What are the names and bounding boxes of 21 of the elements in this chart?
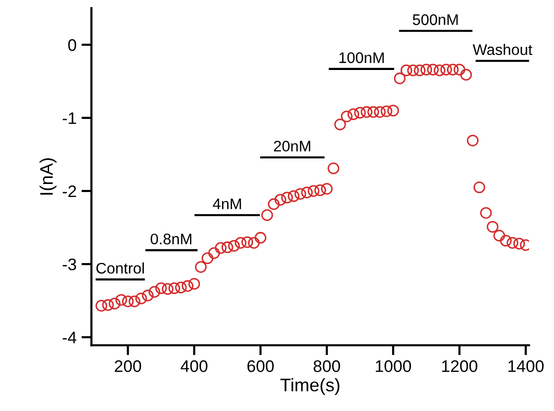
annotation: 20nM: [274, 140, 310, 152]
y-tick-label: -3: [62, 258, 76, 270]
y-tick-label: -2: [62, 185, 76, 198]
x-tick-label: 1000: [376, 360, 412, 372]
annotation: Washout: [472, 44, 532, 56]
annotation: Control: [96, 262, 144, 274]
y-axis-title: I(nA): [40, 158, 56, 195]
x-tick-label: 1400: [508, 360, 544, 372]
x-axis-title: Time(s): [280, 378, 340, 395]
annotation: 500nM: [412, 14, 458, 26]
x-tick-label: 200: [114, 360, 142, 372]
x-tick-label: 800: [314, 360, 340, 372]
annotation: 0.8nM: [150, 234, 192, 244]
y-tick-label: 0: [68, 39, 76, 51]
x-tick-label: 400: [180, 360, 208, 372]
x-tick-label: 600: [247, 360, 274, 372]
y-tick-label: -1: [62, 112, 76, 124]
x-tick-label: 1200: [442, 360, 478, 372]
y-tick-label: -4: [62, 332, 76, 344]
annotation: 100nM: [339, 52, 384, 64]
annotation: 4nM: [212, 198, 241, 210]
